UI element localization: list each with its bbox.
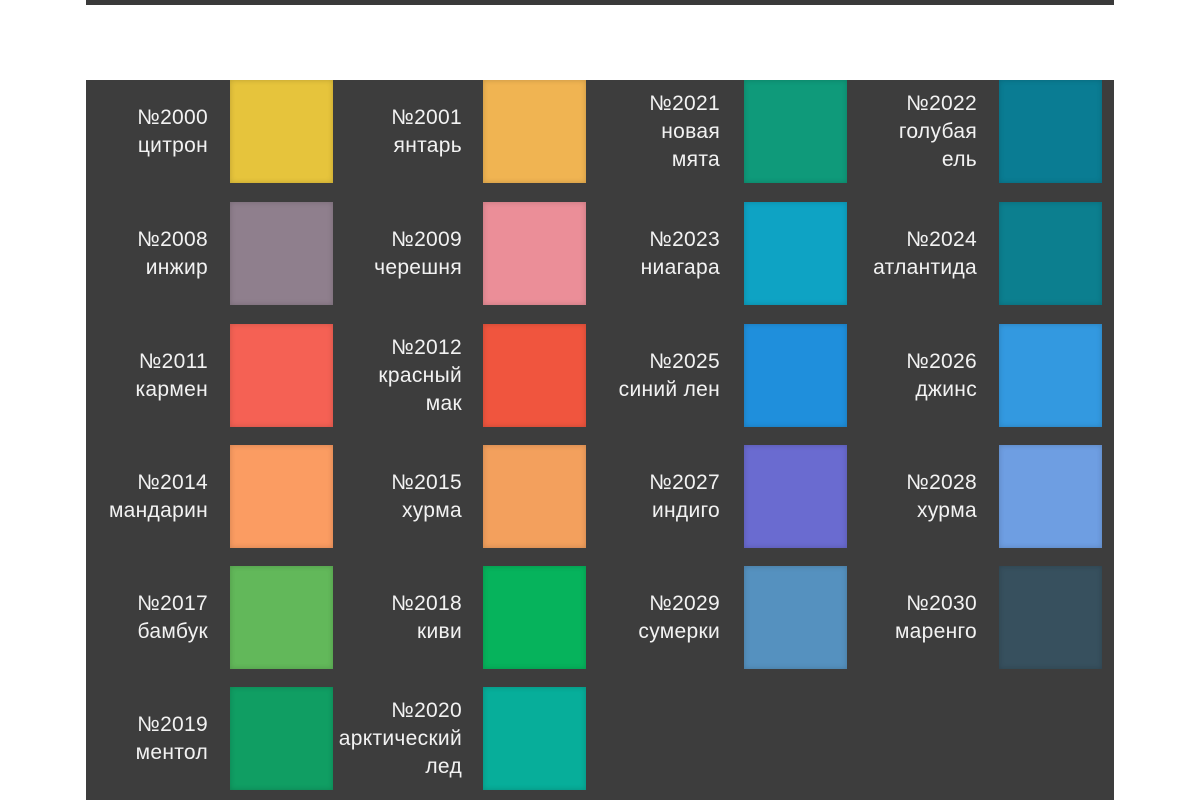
swatch-name: мандарин xyxy=(108,499,208,522)
color-swatch xyxy=(744,445,847,548)
swatch-code: №2028 xyxy=(906,471,977,494)
swatch-label: №2009 черешня xyxy=(282,226,462,282)
swatch-label: №2029 сумерки xyxy=(540,590,720,646)
color-swatch xyxy=(744,202,847,305)
swatch-name: цитрон xyxy=(137,134,208,157)
color-swatch xyxy=(999,324,1102,427)
color-swatch xyxy=(999,80,1102,183)
swatch-label: №2008 инжир xyxy=(28,226,208,282)
swatch-code: №2022 xyxy=(906,92,977,115)
swatch-label: №2023 ниагара xyxy=(540,226,720,282)
swatch-name: ниагара xyxy=(640,256,720,279)
swatch-label: №2000 цитрон xyxy=(28,104,208,160)
color-swatch xyxy=(999,202,1102,305)
color-swatch xyxy=(999,445,1102,548)
swatch-code: №2018 xyxy=(391,592,462,615)
swatch-name: атлантида xyxy=(873,256,977,279)
swatch-code: №2011 xyxy=(138,350,208,373)
swatch-code: №2012 xyxy=(391,336,462,359)
swatch-name: киви xyxy=(416,620,462,643)
color-swatch xyxy=(483,566,586,669)
swatch-code: №2021 xyxy=(649,92,720,115)
swatch-label: №2018 киви xyxy=(282,590,462,646)
swatch-code: №2008 xyxy=(137,228,208,251)
swatch-name: арктический xyxy=(338,727,462,750)
swatch-name: ментол xyxy=(135,741,208,764)
color-swatch xyxy=(999,566,1102,669)
color-swatch xyxy=(230,445,333,548)
swatch-code: №2017 xyxy=(137,592,208,615)
swatch-name: лед xyxy=(425,755,462,778)
swatch-code: №2023 xyxy=(649,228,720,251)
swatch-code: №2025 xyxy=(649,350,720,373)
swatch-name: мак xyxy=(425,392,462,415)
swatch-name: сумерки xyxy=(638,620,720,643)
swatch-label: №2001 янтарь xyxy=(282,104,462,160)
swatch-code: №2014 xyxy=(137,471,208,494)
swatch-code: №2020 xyxy=(391,699,462,722)
swatch-name: маренго xyxy=(894,620,977,643)
swatch-label: №2028 хурма xyxy=(797,469,977,525)
color-swatch xyxy=(230,566,333,669)
swatch-name: красный xyxy=(378,364,462,387)
swatch-code: №2009 xyxy=(391,228,462,251)
color-swatch xyxy=(483,324,586,427)
color-swatch xyxy=(744,324,847,427)
swatch-code: №2001 xyxy=(391,106,462,129)
color-swatch xyxy=(230,324,333,427)
swatch-name: бамбук xyxy=(137,620,208,643)
swatch-label: №2027 индиго xyxy=(540,469,720,525)
swatch-label: №2022 голубая ель xyxy=(797,90,977,174)
swatch-label: №2021 новая мята xyxy=(540,90,720,174)
swatch-code: №2015 xyxy=(391,471,462,494)
color-swatch xyxy=(483,202,586,305)
swatch-name: новая xyxy=(661,120,720,143)
swatch-code: №2000 xyxy=(137,106,208,129)
color-swatch xyxy=(230,687,333,790)
swatch-name: джинс xyxy=(915,378,977,401)
color-swatch xyxy=(483,80,586,183)
swatch-name: хурма xyxy=(916,499,977,522)
swatch-code: №2026 xyxy=(906,350,977,373)
swatch-name: кармен xyxy=(135,378,208,401)
swatch-code: №2029 xyxy=(649,592,720,615)
swatch-label: №2024 атлантида xyxy=(797,226,977,282)
color-swatch xyxy=(483,687,586,790)
color-swatch xyxy=(744,80,847,183)
swatch-label: №2019 ментол xyxy=(28,711,208,767)
swatch-label: №2015 хурма xyxy=(282,469,462,525)
swatch-label: №2020 арктический лед xyxy=(282,697,462,781)
color-swatch xyxy=(744,566,847,669)
swatch-name: черешня xyxy=(374,256,462,279)
swatch-name: ель xyxy=(941,148,977,171)
swatch-label: №2025 синий лен xyxy=(540,348,720,404)
top-border xyxy=(86,0,1114,5)
swatch-label: №2014 мандарин xyxy=(28,469,208,525)
swatch-code: №2030 xyxy=(906,592,977,615)
swatch-name: янтарь xyxy=(393,134,462,157)
swatch-name: синий лен xyxy=(618,378,720,401)
swatch-label: №2030 маренго xyxy=(797,590,977,646)
swatch-code: №2019 xyxy=(137,713,208,736)
color-swatch xyxy=(230,202,333,305)
swatch-name: хурма xyxy=(401,499,462,522)
color-swatch xyxy=(230,80,333,183)
swatch-name: инжир xyxy=(145,256,208,279)
swatch-name: индиго xyxy=(652,499,720,522)
swatch-name: мята xyxy=(671,148,720,171)
swatch-label: №2011 кармен xyxy=(28,348,208,404)
swatch-name: голубая xyxy=(898,120,977,143)
color-swatch xyxy=(483,445,586,548)
swatch-label: №2017 бамбук xyxy=(28,590,208,646)
swatch-code: №2024 xyxy=(906,228,977,251)
swatch-label: №2012 красный мак xyxy=(282,334,462,418)
color-palette-panel xyxy=(86,80,1114,800)
swatch-label: №2026 джинс xyxy=(797,348,977,404)
swatch-code: №2027 xyxy=(649,471,720,494)
